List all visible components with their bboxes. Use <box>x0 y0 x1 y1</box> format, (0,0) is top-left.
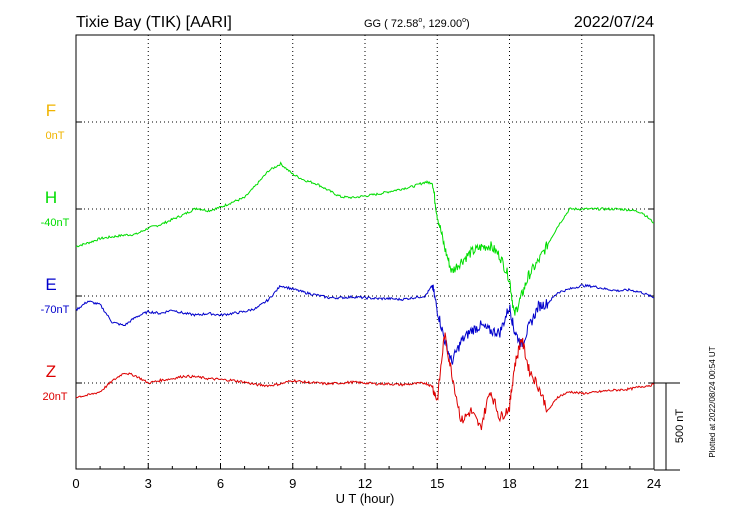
plotted-timestamp: Plotted at 2022/08/24 00:54 UT <box>708 346 717 457</box>
component-name-F: F <box>46 101 56 120</box>
station-title: Tixie Bay (TIK) [AARI] <box>76 14 232 31</box>
x-tick-label-24: 24 <box>647 476 661 491</box>
grid-lines <box>76 35 654 469</box>
station-coordinates: GG ( 72.58o, 129.00o) <box>364 17 470 30</box>
x-tick-label-0: 0 <box>72 476 79 491</box>
component-labels: F 0nT H -40nT E -70nT Z 20nT <box>41 101 70 403</box>
series-line-H <box>75 161 654 316</box>
component-name-E: E <box>45 275 56 294</box>
component-baseline-E: -70nT <box>41 304 70 316</box>
component-name-H: H <box>45 188 57 207</box>
x-tick-label-18: 18 <box>502 476 516 491</box>
x-tick-label-12: 12 <box>358 476 372 491</box>
scale-bar: 500 nT <box>654 382 686 471</box>
x-tick-label-6: 6 <box>217 476 224 491</box>
component-baseline-H: -40nT <box>41 217 70 229</box>
x-tick-label-3: 3 <box>145 476 152 491</box>
scale-bar-label: 500 nT <box>674 409 686 444</box>
component-baseline-Z: 20nT <box>42 391 67 403</box>
x-axis-label: U T (hour) <box>336 491 395 506</box>
date-label: 2022/07/24 <box>574 14 654 31</box>
x-tick-label-9: 9 <box>289 476 296 491</box>
component-baseline-F: 0nT <box>46 130 65 142</box>
series-line-Z <box>75 332 655 431</box>
x-tick-label-21: 21 <box>575 476 589 491</box>
x-tick-label-15: 15 <box>430 476 444 491</box>
x-axis: 0 3 6 9 12 15 18 21 24 <box>72 121 661 491</box>
component-name-Z: Z <box>46 362 56 381</box>
series-lines <box>75 161 655 431</box>
series-line-E <box>75 283 655 365</box>
